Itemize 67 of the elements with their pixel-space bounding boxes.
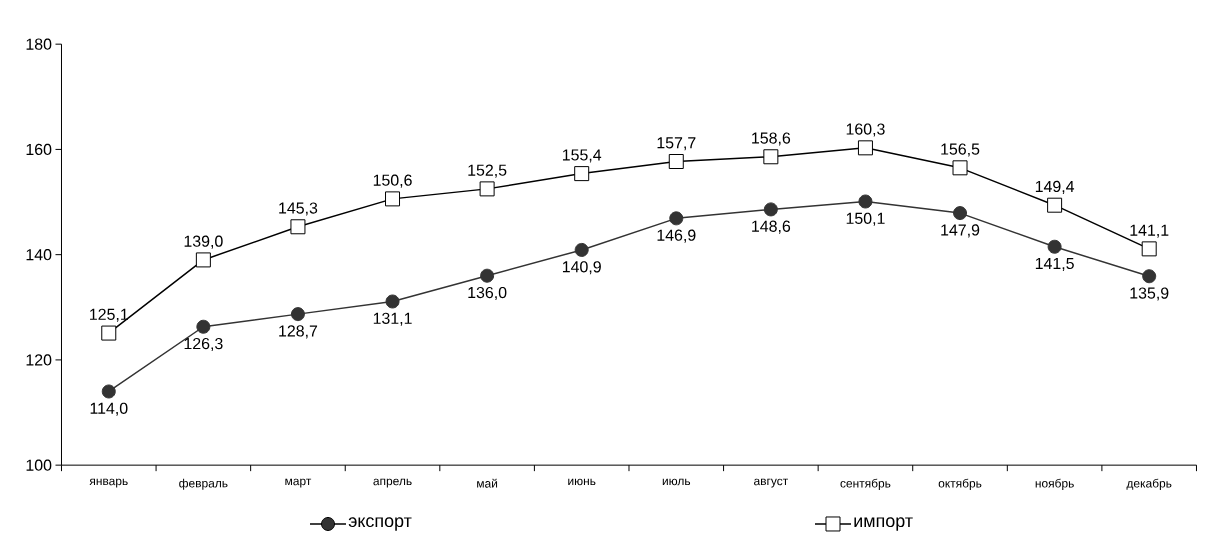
data-label: 136,0 [468, 286, 507, 301]
point [1047, 197, 1063, 213]
data-label: 141,1 [1130, 224, 1169, 238]
y-tick-label: 100 [26, 459, 52, 471]
x-tick-label: сентябрь [840, 478, 891, 490]
data-label: 126,3 [184, 337, 223, 352]
data-label: 155,4 [562, 149, 602, 163]
point [858, 194, 873, 209]
x-tick-label: ноябрь [1035, 478, 1074, 490]
x-tick-label: июнь [568, 478, 596, 486]
data-label: 139,0 [184, 235, 223, 249]
point [952, 160, 968, 176]
data-label: 147,9 [941, 224, 980, 238]
data-label: 114,0 [90, 402, 128, 416]
y-tick-label: 180 [26, 38, 52, 50]
data-label: 150,6 [373, 174, 412, 188]
point [668, 154, 684, 170]
point [953, 206, 968, 221]
point [101, 325, 117, 341]
data-label: 135,9 [1130, 287, 1169, 301]
point [857, 140, 873, 156]
data-label: 125,1 [90, 308, 128, 322]
data-label: 140,9 [562, 261, 601, 275]
data-label: 157,7 [657, 137, 696, 151]
point [479, 181, 495, 197]
data-label: 141,5 [1035, 257, 1074, 271]
x-tick-label: март [285, 478, 312, 488]
data-label: 150,1 [846, 212, 885, 226]
point [574, 242, 589, 257]
x-tick-label: август [754, 478, 788, 488]
legend-label: экспорт [348, 517, 412, 531]
point [1047, 239, 1062, 254]
data-label: 158,6 [752, 132, 791, 146]
point [1142, 269, 1157, 284]
x-tick-label: январь [89, 478, 128, 488]
point [195, 252, 211, 268]
y-tick-label: 120 [26, 354, 52, 366]
data-label: 148,6 [752, 220, 791, 234]
legend-label: импорт [854, 517, 913, 531]
point [196, 319, 211, 334]
x-tick-label: май [477, 478, 498, 488]
data-label: 152,5 [468, 164, 507, 178]
point [1141, 241, 1157, 257]
point [290, 307, 305, 322]
point [290, 219, 306, 235]
point [574, 166, 590, 182]
x-tick-label: декабрь [1126, 478, 1172, 490]
x-tick-label: февраль [179, 478, 228, 490]
data-label: 160,3 [846, 123, 885, 137]
point [101, 384, 116, 399]
point [385, 191, 401, 207]
y-tick-label: 140 [26, 249, 52, 261]
y-tick-label: 160 [26, 143, 52, 156]
data-label: 131,1 [373, 312, 412, 326]
point [763, 202, 778, 217]
point [480, 268, 495, 283]
point [763, 149, 779, 165]
data-label: 149,4 [1035, 180, 1075, 194]
x-tick-label: июль [662, 478, 691, 486]
x-tick-label: октябрь [938, 478, 982, 490]
data-label: 156,5 [941, 143, 980, 157]
point [385, 294, 400, 309]
data-label: 146,9 [657, 229, 696, 243]
data-label: 145,3 [279, 202, 318, 216]
data-label: 128,7 [279, 325, 318, 339]
x-tick-label: апрель [373, 478, 412, 488]
point [669, 211, 684, 226]
